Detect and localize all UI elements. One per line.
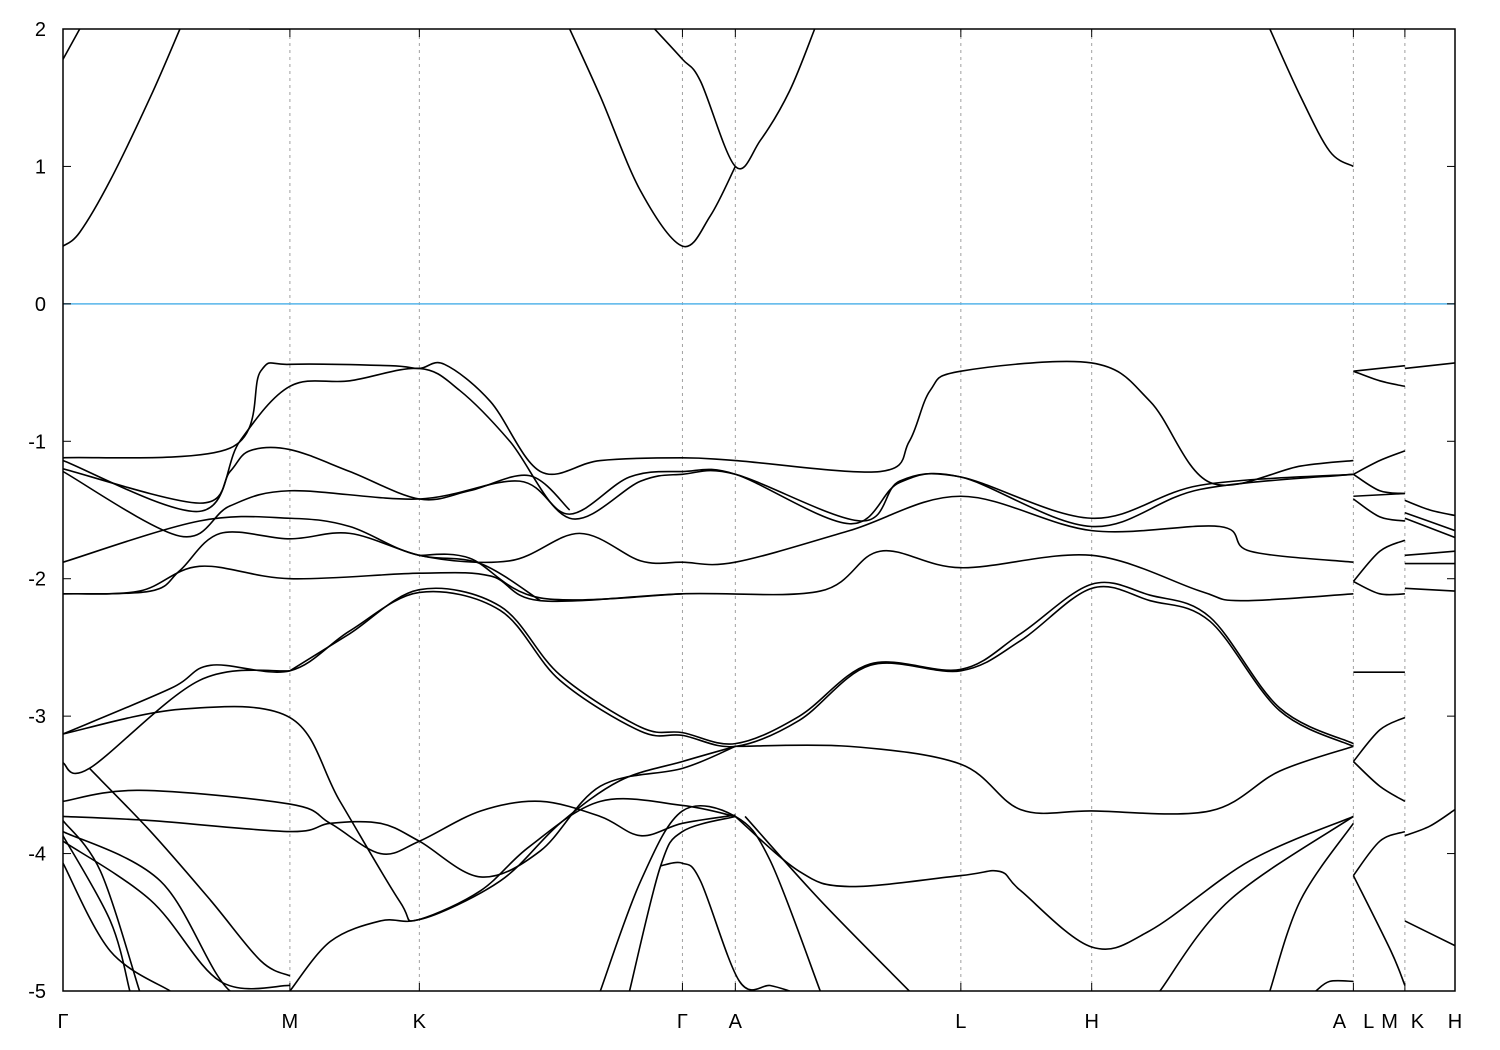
band-line-7 [63, 367, 1354, 522]
band-line-15 [289, 581, 1354, 745]
y-axis: -5 -4 -3 -2 -1 0 1 2 [28, 19, 1455, 1003]
band-line-33 [63, 840, 290, 990]
band-line-52 [1404, 517, 1455, 539]
band-line-53 [1404, 550, 1455, 557]
band-line-29 [1315, 979, 1354, 991]
band-line-50 [1404, 499, 1455, 517]
xtick-label: Γ [677, 1011, 688, 1033]
bands [63, 29, 1455, 991]
ytick-label: -4 [28, 844, 46, 866]
xtick-label: H [1448, 1011, 1462, 1033]
band-line-6 [63, 360, 1354, 487]
xtick-label: M [1381, 1011, 1398, 1033]
band-line-38 [1353, 450, 1406, 475]
band-line-37 [1353, 370, 1406, 388]
band-line-25 [628, 815, 736, 991]
band-line-8 [63, 468, 1354, 538]
band-line-23 [660, 861, 790, 991]
band-line-42 [1352, 539, 1406, 582]
band-line-55 [1404, 587, 1455, 592]
band-line-46 [1352, 760, 1406, 803]
band-line-28 [1269, 822, 1355, 991]
band-line-9 [63, 446, 571, 511]
band-line-22 [734, 815, 1354, 951]
ytick-label: -3 [28, 706, 46, 728]
band-line-24 [599, 805, 821, 991]
band-line-0 [63, 29, 181, 247]
band-line-4 [654, 29, 816, 170]
plot-frame [62, 28, 1456, 992]
band-line-31 [63, 835, 131, 991]
xtick-label: A [1333, 1011, 1347, 1033]
ytick-label: 1 [35, 156, 46, 178]
kpoint-gridlines [289, 29, 1406, 991]
band-line-13 [419, 553, 683, 601]
band-line-47 [1352, 830, 1406, 877]
band-line-30 [63, 820, 141, 991]
xtick-label: M [282, 1011, 299, 1033]
band-line-43 [1353, 580, 1405, 596]
xtick-label: L [1363, 1011, 1374, 1033]
ytick-label: -1 [28, 431, 46, 453]
band-line-21 [289, 797, 736, 991]
band-line-14 [63, 585, 1354, 748]
band-line-35 [88, 767, 291, 977]
band-line-48 [1352, 875, 1406, 986]
band-line-56 [1404, 808, 1455, 837]
band-line-10 [63, 495, 1354, 566]
band-line-45 [1352, 716, 1406, 763]
band-line-11 [63, 549, 1354, 603]
ytick-label: -5 [28, 981, 46, 1003]
band-line-39 [1352, 473, 1405, 495]
xtick-label: L [955, 1011, 966, 1033]
band-line-34 [63, 830, 290, 991]
band-line-12 [63, 531, 541, 602]
band-line-3 [568, 29, 737, 248]
band-line-36 [1353, 364, 1405, 372]
xtick-label: Γ [57, 1011, 68, 1033]
band-line-41 [1352, 498, 1406, 522]
band-line-5 [1269, 29, 1354, 168]
band-line-26 [744, 815, 910, 991]
band-line-18 [735, 744, 1354, 815]
ytick-label: 2 [35, 19, 46, 41]
xtick-label: H [1084, 1011, 1098, 1033]
band-line-27 [1159, 815, 1354, 991]
band-line-32 [63, 862, 171, 991]
xtick-label: K [1411, 1011, 1425, 1033]
band-line-57 [1404, 920, 1455, 947]
ytick-label: 0 [35, 294, 46, 316]
band-line-1 [63, 29, 81, 60]
band-line-17 [63, 669, 290, 775]
band-line-51 [1404, 511, 1455, 532]
band-line-40 [1353, 492, 1405, 498]
ytick-label: -2 [28, 569, 46, 591]
band-line-49 [1404, 362, 1455, 370]
xtick-label: K [413, 1011, 427, 1033]
band-line-16 [63, 705, 736, 922]
band-line-20 [63, 745, 736, 878]
xtick-label: A [729, 1011, 743, 1033]
band-line-19 [63, 789, 736, 855]
